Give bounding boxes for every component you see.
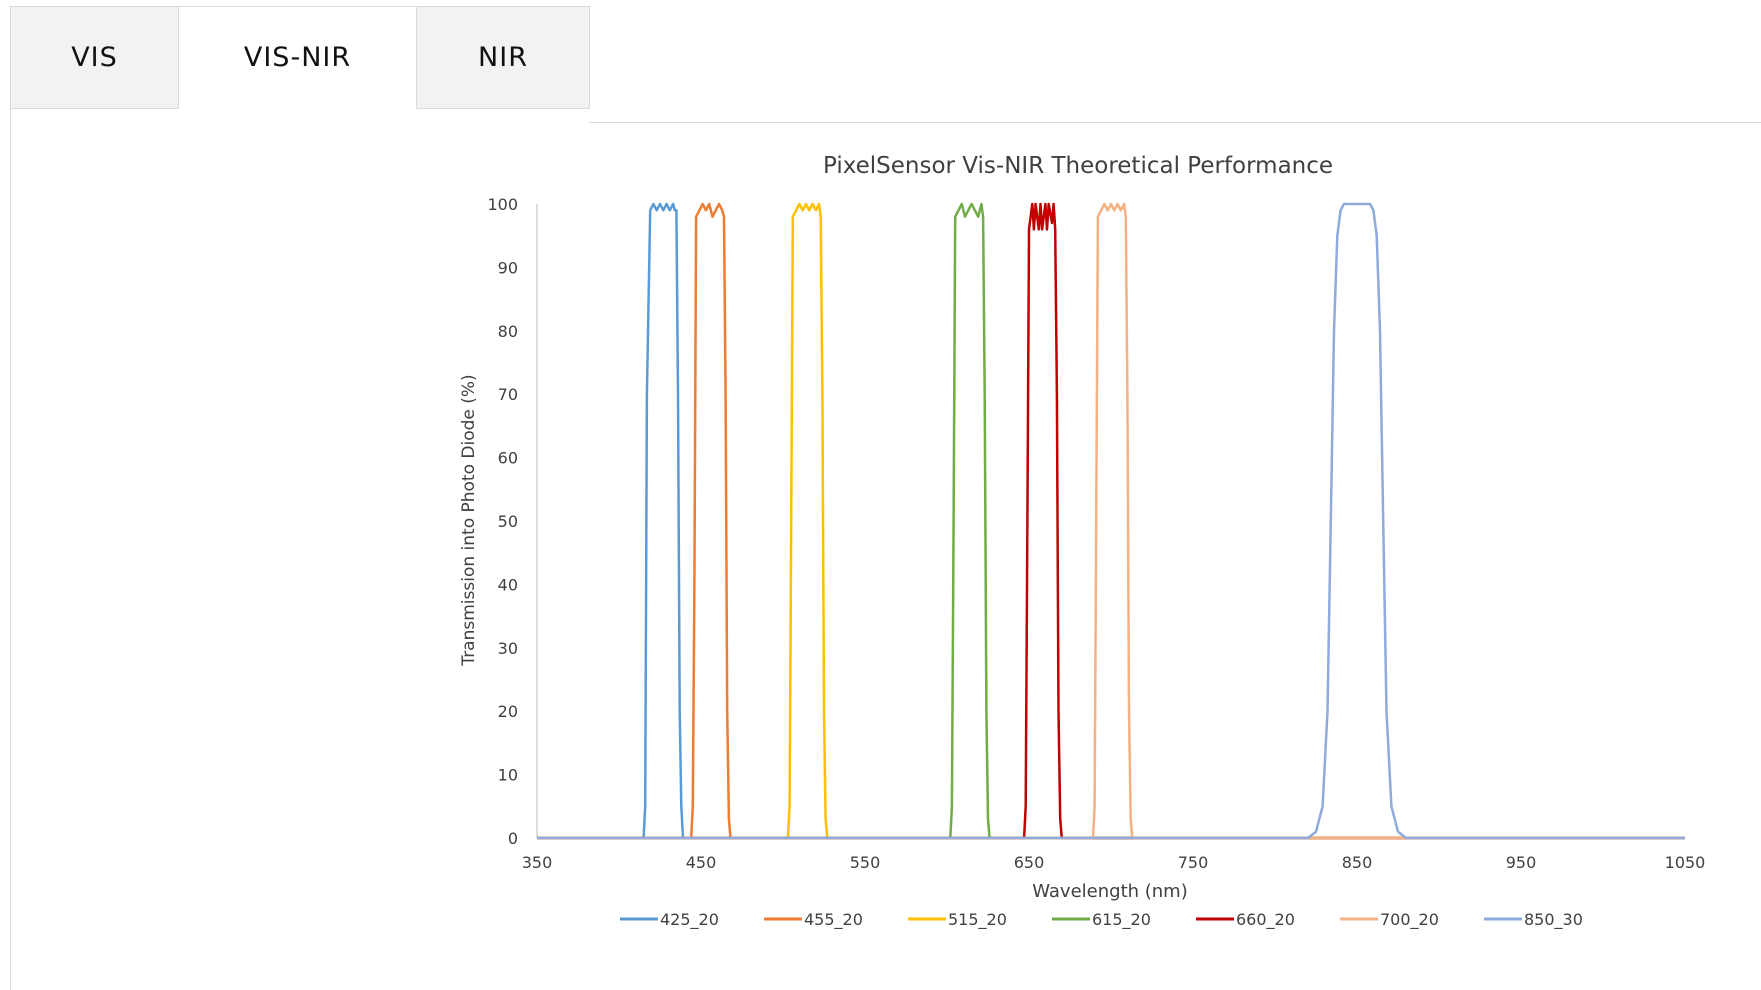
plot-area (537, 202, 1685, 840)
x-tick-label: 650 (1014, 853, 1045, 872)
y-tick-label: 60 (498, 449, 518, 468)
tab-nir[interactable]: NIR (417, 6, 590, 109)
x-tick-label: 450 (686, 853, 717, 872)
x-axis-label: Wavelength (nm) (1032, 881, 1188, 902)
chart-title: PixelSensor Vis-NIR Theoretical Performa… (823, 153, 1333, 179)
x-tick-label: 750 (1178, 853, 1209, 872)
series-line-425_20 (537, 202, 1685, 840)
legend-item: 850_30 (1484, 910, 1583, 930)
legend-item: 425_20 (620, 910, 719, 930)
legend: 425_20 455_20 515_20 615_20 660_20 700_20 850_… (620, 910, 1583, 930)
x-tick-label: 1050 (1665, 853, 1706, 872)
y-tick-label: 20 (498, 702, 518, 721)
legend-label: 615_20 (1092, 910, 1151, 930)
legend-item: 515_20 (908, 910, 1007, 930)
y-tick-label: 80 (498, 322, 518, 341)
tab-vis[interactable]: VIS (10, 6, 179, 109)
y-tick-label: 10 (498, 766, 518, 785)
series-line-850_30 (537, 202, 1685, 840)
y-tick-label: 70 (498, 385, 518, 404)
x-tick-label: 850 (1342, 853, 1373, 872)
legend-label: 455_20 (804, 910, 863, 930)
x-tick-label: 350 (522, 853, 553, 872)
tab-bar: VIS VIS-NIR NIR (10, 6, 590, 109)
legend-label: 515_20 (948, 910, 1007, 930)
panel-border (10, 108, 11, 990)
y-tick-label: 100 (487, 195, 518, 214)
x-tick-label: 550 (850, 853, 881, 872)
legend-label: 425_20 (660, 910, 719, 930)
legend-label: 660_20 (1236, 910, 1295, 930)
series-line-455_20 (537, 202, 1685, 840)
x-tick-label: 950 (1506, 853, 1537, 872)
legend-item: 615_20 (1052, 910, 1151, 930)
series-line-700_20 (537, 202, 1685, 840)
legend-item: 700_20 (1340, 910, 1439, 930)
legend-item: 455_20 (764, 910, 863, 930)
series-line-660_20 (537, 202, 1685, 840)
y-tick-label: 90 (498, 258, 518, 277)
legend-label: 700_20 (1380, 910, 1439, 930)
series-line-515_20 (537, 202, 1685, 840)
y-tick-label: 0 (508, 829, 518, 848)
legend-item: 660_20 (1196, 910, 1295, 930)
tab-vis-nir[interactable]: VIS-NIR (179, 6, 417, 109)
tab-divider (589, 122, 1761, 123)
legend-label: 850_30 (1524, 910, 1583, 930)
y-tick-label: 40 (498, 575, 518, 594)
y-tick-label: 30 (498, 639, 518, 658)
y-axis-label: Transmission into Photo Diode (%) (459, 374, 479, 666)
series-line-615_20 (537, 202, 1685, 840)
y-tick-label: 50 (498, 512, 518, 531)
